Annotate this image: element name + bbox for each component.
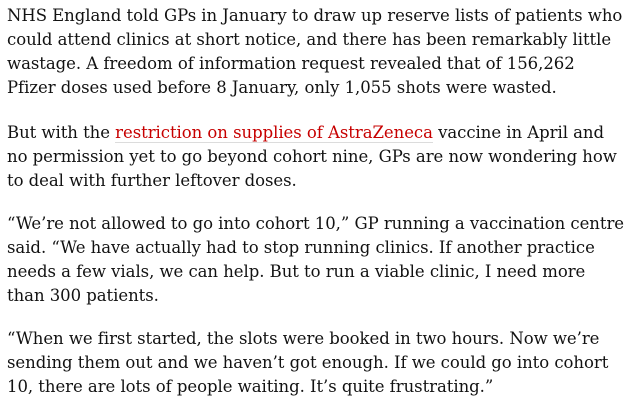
paragraph-text-end: vaccine in April and no permission yet t… xyxy=(7,123,617,190)
astrazeneca-restriction-link[interactable]: restriction on supplies of AstraZeneca xyxy=(115,123,433,143)
paragraph-astrazeneca-supply: But with the restriction on supplies of … xyxy=(7,121,627,193)
paragraph-gp-quote-slots: “When we first started, the slots were b… xyxy=(7,329,609,396)
paragraph-gp-quote-cohort: “We’re not allowed to go into cohort 10,… xyxy=(7,214,625,305)
paragraph-text-start: But with the xyxy=(7,123,116,142)
paragraph-reserve-lists: NHS England told GPs in January to draw … xyxy=(7,6,623,97)
